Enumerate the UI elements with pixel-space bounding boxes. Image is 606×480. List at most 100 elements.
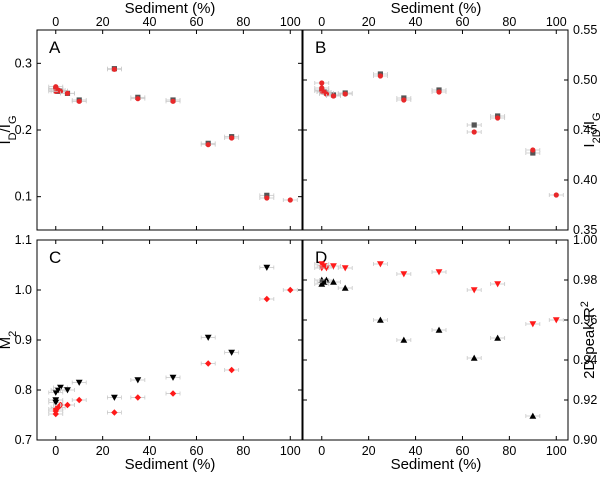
series-red	[314, 73, 564, 198]
data-point	[229, 135, 235, 141]
x-tick-label: 100	[280, 15, 301, 29]
data-point	[494, 281, 502, 288]
series-red	[314, 261, 564, 328]
y-tick-label: 1.1	[15, 233, 32, 247]
y-axis-label: M2	[0, 331, 19, 350]
data-point	[401, 97, 407, 103]
y-tick-label: 0.90	[573, 433, 597, 447]
top-axis-title-right: Sediment (%)	[391, 0, 482, 17]
series-black	[314, 276, 541, 419]
y-tick-label: 0.92	[573, 393, 597, 407]
x-tick-label: 60	[190, 444, 204, 458]
data-point	[76, 98, 82, 104]
y-axis-label-part: /I	[581, 121, 598, 129]
data-point	[263, 295, 271, 303]
x-tick-label: 40	[409, 15, 423, 29]
panel-letter: B	[315, 38, 326, 57]
series-gray	[48, 66, 275, 198]
data-point	[495, 115, 501, 121]
x-tick-label: 0	[52, 15, 59, 29]
data-point	[64, 90, 71, 96]
x-tick-label: 80	[502, 15, 516, 29]
y-tick-label: 0.1	[15, 190, 32, 204]
x-tick-label: 80	[236, 15, 250, 29]
data-point	[342, 91, 348, 97]
data-point	[134, 377, 142, 384]
data-point	[436, 89, 442, 95]
data-point	[263, 264, 271, 271]
y-tick-label: 1.00	[573, 233, 597, 247]
y-axis-label-sub: 2	[7, 331, 19, 337]
x-tick-label: 40	[143, 444, 157, 458]
x-tick-label: 20	[362, 444, 376, 458]
y-axis-label-part: M	[0, 337, 14, 350]
panel-c: 0 20 40 60 80 100 0.7 0.8 0.9 1.0 1.1 C M2	[0, 233, 303, 458]
data-point	[530, 147, 536, 153]
y-tick-label: 0.2	[15, 123, 32, 137]
data-point	[471, 129, 477, 135]
data-point	[264, 195, 270, 201]
panel-d: 0 20 40 60 80 1000.900.920.940.960.981.00D2D-…	[302, 233, 598, 458]
bottom-axis-title-right: Sediment (%)	[391, 456, 482, 473]
plot-frame	[36, 239, 303, 441]
y-tick-label: 0.8	[15, 383, 32, 397]
data-point	[323, 265, 330, 272]
data-point	[552, 317, 560, 324]
y-axis-label: ID/IG	[0, 115, 19, 144]
x-tick-label: 80	[502, 444, 516, 458]
data-point	[169, 374, 177, 381]
data-point	[264, 192, 270, 198]
data-point	[330, 278, 337, 285]
top-axis-title: Sediment (%)	[125, 0, 216, 17]
y-tick-label: 0.55	[573, 23, 597, 37]
data-point	[400, 336, 408, 343]
data-point	[111, 409, 118, 416]
x-tick-label: 60	[456, 444, 470, 458]
data-point	[64, 401, 71, 409]
data-point	[330, 93, 337, 99]
data-point	[341, 265, 349, 272]
data-point	[228, 349, 236, 356]
data-point	[341, 284, 349, 291]
data-point	[204, 334, 212, 341]
y-tick-label: 0.50	[573, 73, 597, 87]
data-point	[76, 396, 83, 404]
data-point	[110, 394, 118, 401]
plot-frame	[36, 29, 303, 231]
data-point	[376, 316, 384, 323]
data-point	[553, 192, 559, 198]
y-tick-label: 0.7	[15, 433, 32, 447]
x-tick-label: 0	[318, 15, 325, 29]
data-point	[529, 412, 537, 419]
y-axis-label-sup: 2	[579, 301, 591, 307]
y-tick-label: 0.9	[15, 333, 32, 347]
data-point	[400, 271, 408, 278]
data-point	[470, 287, 478, 294]
panel-b: 0 20 40 60 80 100 0.35 0.40 0.45 0.50 0.55 B I2D/IG	[302, 15, 603, 237]
data-point	[52, 399, 60, 406]
y-tick-label: 0.45	[573, 123, 597, 137]
data-point	[204, 360, 212, 367]
plot-frame	[302, 239, 569, 441]
x-tick-label: 0	[318, 444, 325, 458]
data-point	[376, 261, 384, 268]
x-tick-label: 20	[96, 15, 110, 29]
y-axis-label-sub: D	[7, 132, 19, 140]
data-point	[435, 326, 443, 333]
data-point	[377, 73, 383, 79]
data-point	[470, 354, 478, 361]
data-point	[287, 197, 293, 203]
data-point	[75, 379, 83, 386]
y-tick-label: 0.3	[15, 56, 32, 70]
y-axis-label-sub: G	[7, 115, 19, 124]
data-point	[287, 286, 294, 294]
y-tick-label: 1.0	[15, 283, 32, 297]
x-tick-label: 60	[190, 15, 204, 29]
y-axis-label: I2D/IG	[581, 112, 603, 147]
data-point	[134, 394, 142, 401]
bottom-axis-title: Sediment (%)	[125, 456, 216, 473]
y-axis-label-part: /I	[0, 124, 14, 132]
y-axis-label-sub: G	[591, 112, 603, 121]
data-point	[330, 263, 337, 270]
